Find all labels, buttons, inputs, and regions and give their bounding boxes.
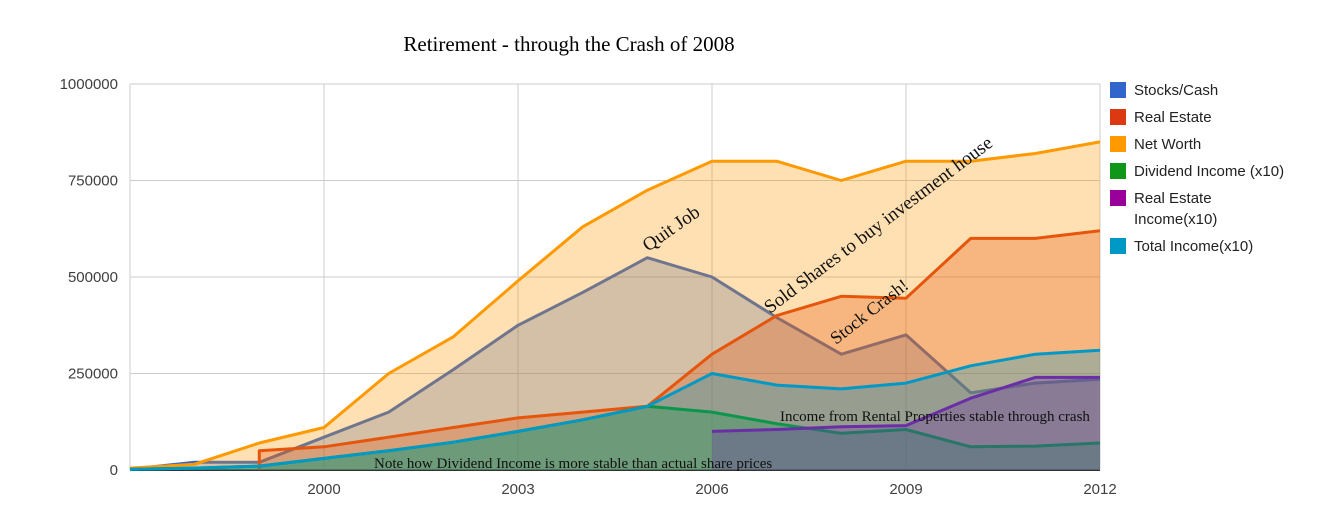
series-area-stocks-cash <box>130 257 1100 470</box>
legend-label: Real Estate Income(x10) <box>1134 190 1218 228</box>
series-area-real-estate-income-x10- <box>712 377 1100 470</box>
legend-item-net-worth[interactable]: Net Worth <box>1110 134 1316 155</box>
legend-swatch-stocks-cash-icon <box>1110 82 1126 98</box>
chart-legend: Stocks/Cash Real Estate Net Worth Divide… <box>1110 80 1316 263</box>
x-tick-label: 2003 <box>501 481 534 498</box>
x-tick-label: 2009 <box>889 481 922 498</box>
series-line-net-worth <box>129 140 1101 470</box>
legend-label: Dividend Income (x10) <box>1134 163 1285 180</box>
y-tick-label: 1000000 <box>60 76 118 93</box>
legend-label: Total Income(x10) <box>1134 238 1254 255</box>
x-tick-label: 2012 <box>1083 481 1116 498</box>
y-tick-label: 0 <box>110 462 118 479</box>
series-line-real-estate-income-x10- <box>711 375 1100 433</box>
chart-annotation: Note how Dividend Income is more stable … <box>374 456 772 472</box>
y-tick-label: 750000 <box>68 173 118 190</box>
legend-swatch-real-estate-income-icon <box>1110 190 1126 206</box>
legend-item-stocks-cash[interactable]: Stocks/Cash <box>1110 80 1316 101</box>
y-tick-label: 500000 <box>68 269 118 286</box>
legend-label: Net Worth <box>1134 136 1202 153</box>
legend-swatch-total-income-icon <box>1110 238 1126 254</box>
chart-title: Retirement - through the Crash of 2008 <box>403 32 735 56</box>
series-area-real-estate <box>259 230 1100 470</box>
legend-item-total-income[interactable]: Total Income(x10) <box>1110 236 1316 257</box>
series-area-total-income-x10- <box>130 350 1100 470</box>
legend-swatch-real-estate-icon <box>1110 109 1126 125</box>
series-line-total-income-x10- <box>129 348 1101 471</box>
legend-item-real-estate-income[interactable]: Real Estate Income(x10) <box>1110 188 1316 230</box>
y-tick-label: 250000 <box>68 366 118 383</box>
x-tick-label: 2006 <box>695 481 728 498</box>
legend-swatch-dividend-income-icon <box>1110 163 1126 179</box>
legend-item-real-estate[interactable]: Real Estate <box>1110 107 1316 128</box>
legend-label: Real Estate <box>1134 109 1212 126</box>
legend-swatch-net-worth-icon <box>1110 136 1126 152</box>
chart-annotation: Income from Rental Properties stable thr… <box>780 409 1090 425</box>
legend-label: Stocks/Cash <box>1134 82 1219 99</box>
plot-area[interactable] <box>130 84 1100 470</box>
x-tick-label: 2000 <box>307 481 340 498</box>
legend-item-dividend-income[interactable]: Dividend Income (x10) <box>1110 161 1316 182</box>
